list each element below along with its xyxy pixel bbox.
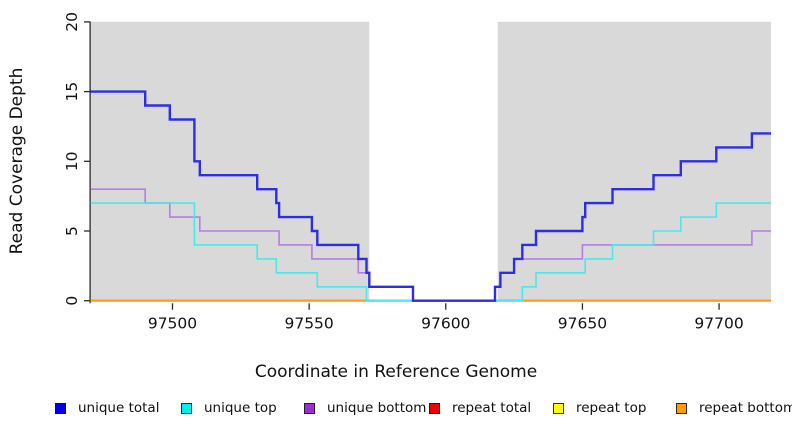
legend-label-repeat-bottom: repeat bottom xyxy=(699,400,792,416)
legend-item-unique-total: unique total xyxy=(55,399,159,417)
legend-swatch-unique-total xyxy=(55,402,66,414)
y-tick-label: 0 xyxy=(63,296,81,306)
legend-item-repeat-bottom: repeat bottom xyxy=(676,399,792,417)
legend-item-repeat-total: repeat total xyxy=(429,399,531,417)
y-tick-label: 15 xyxy=(63,82,81,102)
legend-label-unique-total: unique total xyxy=(78,400,160,416)
legend-swatch-unique-top xyxy=(181,402,192,414)
legend-swatch-unique-bottom xyxy=(304,402,315,414)
x-tick-label: 97550 xyxy=(284,315,333,333)
legend-label-repeat-top: repeat top xyxy=(576,400,647,416)
y-tick-label: 5 xyxy=(63,226,81,236)
x-tick-label: 97500 xyxy=(148,315,197,333)
legend-label-repeat-total: repeat total xyxy=(452,400,532,416)
shaded-region-right xyxy=(497,21,771,302)
x-axis-title: Coordinate in Reference Genome xyxy=(254,362,538,382)
x-tick-label: 97650 xyxy=(558,315,607,333)
x-tick-label: 97600 xyxy=(421,315,470,333)
legend-item-unique-bottom: unique bottom xyxy=(304,399,426,417)
legend-item-repeat-top: repeat top xyxy=(553,399,646,417)
y-axis-title: Read Coverage Depth xyxy=(7,67,27,255)
legend-swatch-repeat-top xyxy=(553,402,564,414)
legend-swatch-repeat-bottom xyxy=(676,402,687,414)
legend-swatch-repeat-total xyxy=(429,402,440,414)
series-line-unique-top xyxy=(90,202,771,302)
y-tick-label: 10 xyxy=(63,151,81,171)
legend-label-unique-bottom: unique bottom xyxy=(327,400,427,416)
shaded-region-left xyxy=(90,21,370,302)
legend-label-unique-top: unique top xyxy=(204,400,277,416)
legend: unique total unique top unique bottom repea… xyxy=(0,399,792,421)
y-tick-label: 20 xyxy=(63,12,81,32)
series-line-unique-total xyxy=(90,90,771,302)
legend-item-unique-top: unique top xyxy=(181,399,277,417)
x-tick-label: 97700 xyxy=(694,315,743,333)
